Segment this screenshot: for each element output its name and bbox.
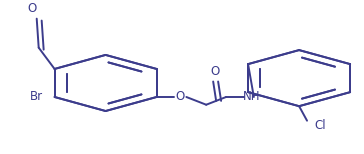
Text: O: O [176, 91, 185, 103]
Text: NH: NH [243, 91, 261, 103]
Text: Cl: Cl [314, 119, 326, 132]
Text: O: O [210, 65, 220, 78]
Text: Br: Br [29, 91, 43, 103]
Text: O: O [27, 2, 36, 15]
